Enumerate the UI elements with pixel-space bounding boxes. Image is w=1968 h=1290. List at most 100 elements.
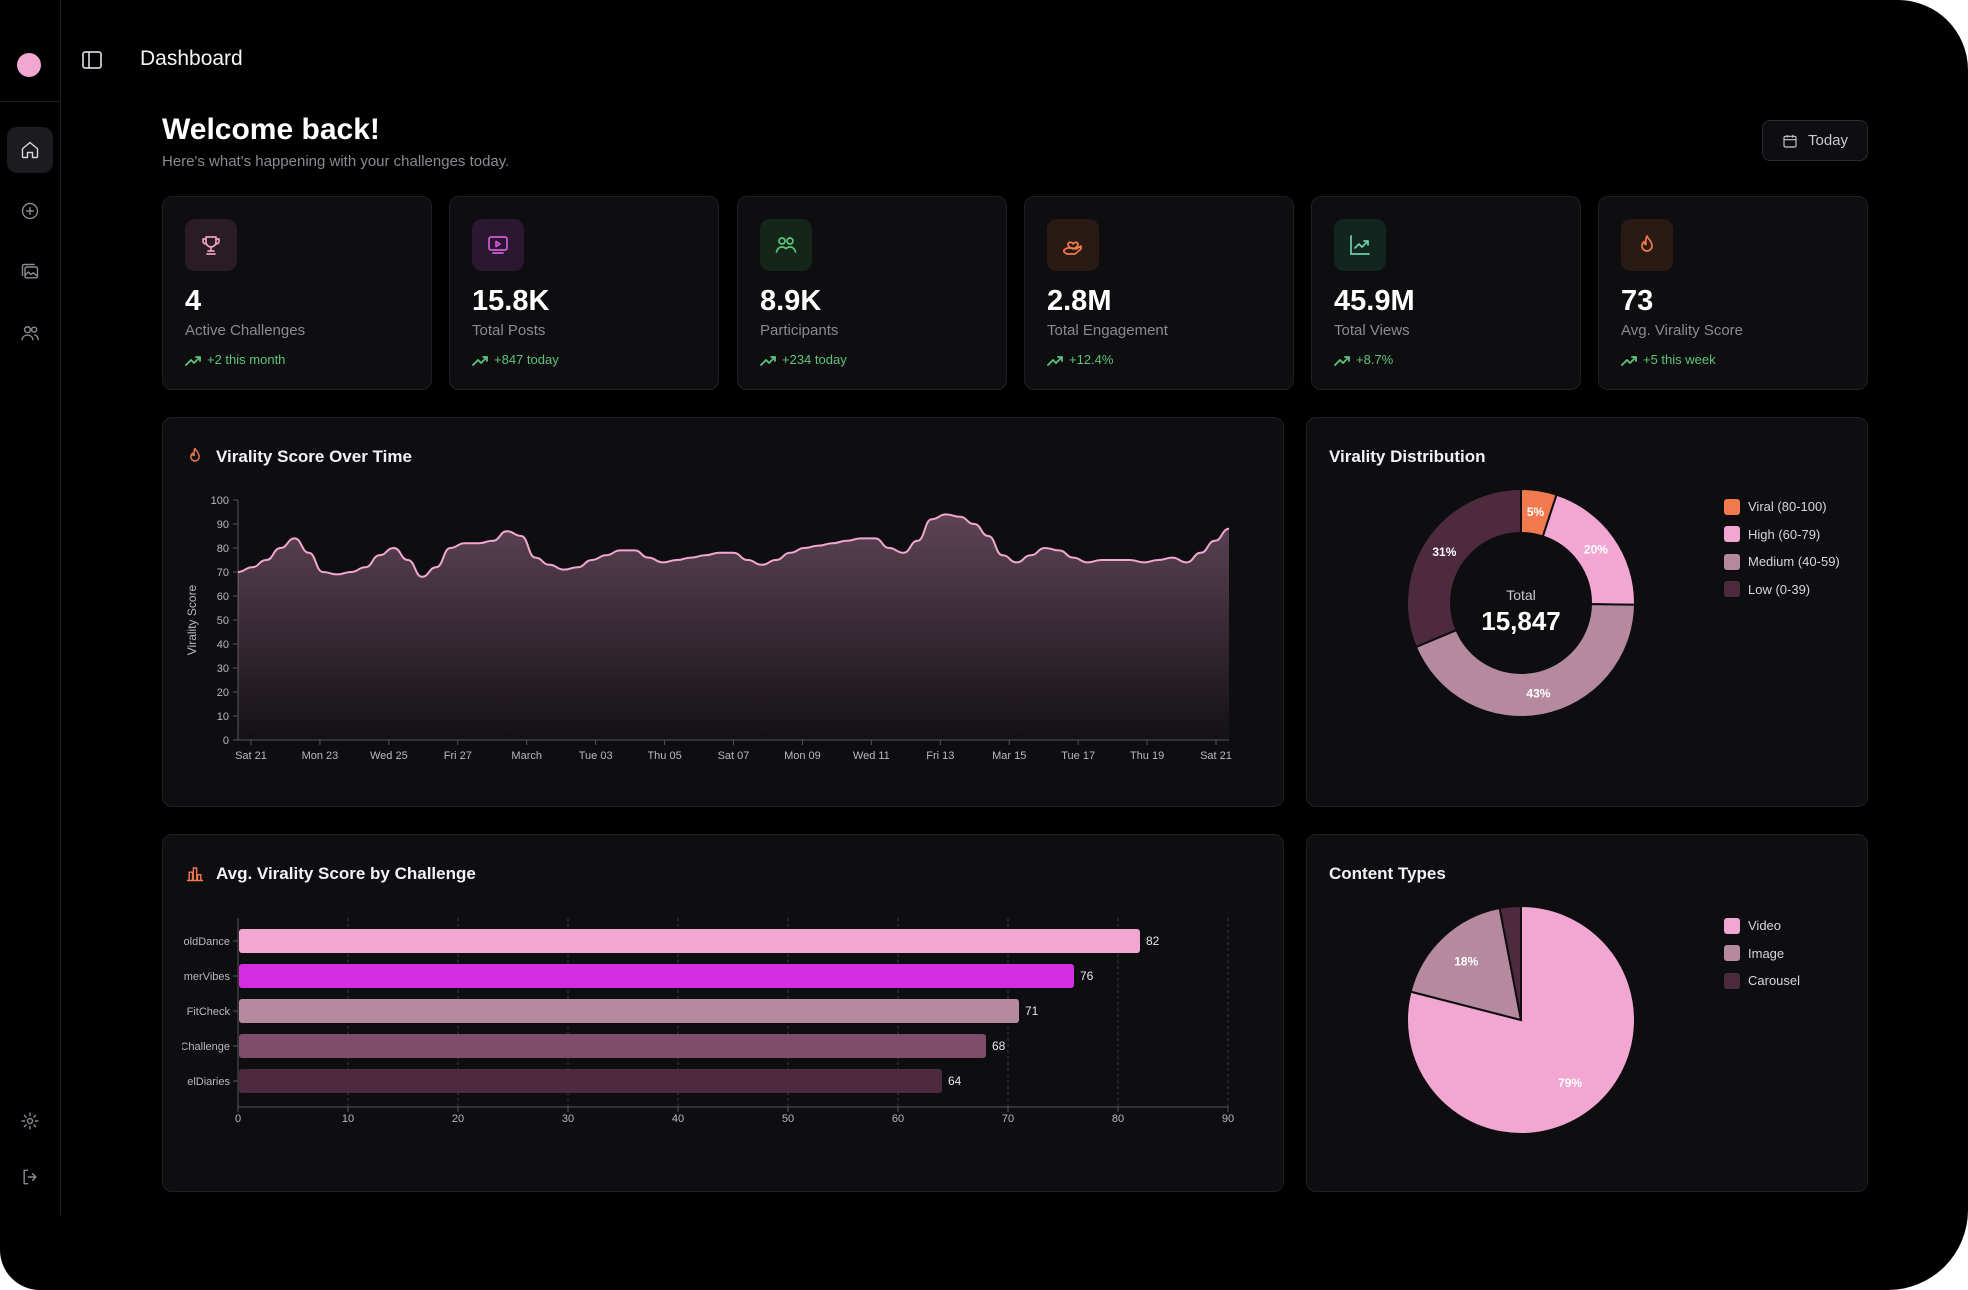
logout-icon — [23, 1169, 37, 1185]
stat-card-total-posts[interactable]: 15.8K Total Posts +847 today — [449, 196, 719, 390]
legend-swatch — [1724, 553, 1740, 570]
x-tick-label: 0 — [235, 1113, 241, 1125]
slice-label: 43% — [1526, 686, 1550, 700]
stat-delta-text: +234 today — [782, 352, 847, 367]
legend-swatch — [1724, 498, 1740, 515]
x-tick-label: Wed 25 — [370, 750, 408, 762]
label-clip — [163, 900, 182, 1100]
legend-item: Carousel — [1724, 967, 1800, 995]
stat-card-total-engagement[interactable]: 2.8M Total Engagement +12.4% — [1024, 196, 1294, 390]
pie-slice — [1498, 904, 1522, 1021]
sidebar — [0, 0, 61, 1215]
flame-icon — [1641, 235, 1653, 252]
x-tick-label: Tue 17 — [1061, 750, 1095, 762]
pie-slice — [1414, 603, 1637, 719]
category-label: merVibes — [184, 971, 231, 983]
video-icon — [488, 236, 508, 254]
trophy-icon — [202, 236, 220, 255]
x-tick-label: 20 — [452, 1113, 464, 1125]
legend-swatch — [1724, 972, 1740, 989]
x-tick-label: 60 — [892, 1113, 904, 1125]
stat-icon-box — [472, 219, 524, 271]
x-tick-label: 80 — [1112, 1113, 1124, 1125]
x-tick-label: Fri 13 — [926, 750, 954, 762]
stat-value: 2.8M — [1047, 285, 1112, 317]
app-logo[interactable] — [17, 53, 41, 77]
stat-delta: +8.7% — [1334, 352, 1393, 367]
sidebar-item-create[interactable] — [7, 188, 53, 234]
x-tick-label: 50 — [782, 1113, 794, 1125]
stat-icon-box — [760, 219, 812, 271]
heart-hand-icon — [1063, 241, 1082, 255]
bar — [239, 964, 1074, 988]
sidebar-item-users[interactable] — [7, 310, 53, 356]
y-tick-label: 100 — [211, 495, 229, 507]
chart-title: Virality Score Over Time — [216, 447, 412, 466]
logout-button[interactable] — [7, 1154, 53, 1200]
stat-card-total-views[interactable]: 45.9M Total Views +8.7% — [1311, 196, 1581, 390]
settings-button[interactable] — [7, 1098, 53, 1144]
legend-item: Low (0-39) — [1724, 576, 1840, 604]
stat-delta: +12.4% — [1047, 352, 1113, 367]
trend-up-icon — [472, 355, 488, 366]
trend-chart-icon — [1350, 235, 1370, 255]
y-tick-label: 90 — [217, 519, 229, 531]
stat-icon-box — [185, 219, 237, 271]
bar-value-label: 82 — [1146, 934, 1160, 948]
y-tick-label: 70 — [217, 567, 229, 579]
content-types-legend: Video Image Carousel — [1724, 912, 1800, 995]
stat-delta-text: +2 this month — [207, 352, 286, 367]
y-tick-label: 0 — [223, 735, 229, 747]
stat-card-avg-virality[interactable]: 73 Avg. Virality Score +5 this week — [1598, 196, 1868, 390]
trend-up-icon — [185, 355, 201, 366]
bar-chart-icon — [185, 863, 205, 883]
legend-swatch — [1724, 945, 1740, 962]
chart-title: Content Types — [1329, 864, 1446, 883]
sidebar-item-gallery[interactable] — [7, 249, 53, 295]
pie-slice — [1406, 904, 1636, 1135]
page-title: Dashboard — [140, 47, 243, 70]
stat-icon-box — [1047, 219, 1099, 271]
legend-label: Carousel — [1748, 973, 1801, 989]
bar — [239, 1034, 986, 1058]
y-tick-label: 20 — [217, 687, 229, 699]
stat-label: Avg. Virality Score — [1621, 322, 1743, 339]
x-tick-label: Mar 15 — [992, 750, 1026, 762]
bar-value-label: 64 — [948, 1074, 962, 1088]
legend-swatch — [1724, 526, 1740, 543]
donut-center-value: 15,847 — [1481, 606, 1561, 636]
stat-value: 8.9K — [760, 285, 822, 317]
y-tick-label: 80 — [217, 543, 229, 555]
stat-delta: +847 today — [472, 352, 559, 367]
series-line — [237, 513, 1230, 578]
calendar-icon — [1783, 134, 1797, 148]
stat-card-active-challenges[interactable]: 4 Active Challenges +2 this month — [162, 196, 432, 390]
legend-label: Low (0-39) — [1748, 581, 1811, 597]
sidebar-item-home[interactable] — [7, 127, 53, 173]
stat-icon-box — [1621, 219, 1673, 271]
gallery-icon — [21, 263, 39, 279]
stat-delta-text: +8.7% — [1356, 352, 1394, 367]
date-filter-button[interactable]: Today — [1762, 120, 1868, 161]
x-tick-label: 90 — [1222, 1113, 1234, 1125]
x-tick-label: Mon 09 — [784, 750, 821, 762]
legend-item: Medium (40-59) — [1724, 548, 1840, 576]
stat-value: 15.8K — [472, 285, 550, 317]
category-label: oldDance — [184, 936, 230, 948]
x-tick-label: Sat 21 — [235, 750, 267, 762]
sidebar-toggle-button[interactable] — [80, 48, 104, 72]
stat-card-participants[interactable]: 8.9K Participants +234 today — [737, 196, 1007, 390]
area-fill — [238, 514, 1229, 740]
legend-item: Viral (80-100) — [1724, 493, 1840, 521]
slice-label: 5% — [1527, 505, 1545, 519]
welcome-heading: Welcome back! — [162, 113, 380, 146]
x-tick-label: 70 — [1002, 1113, 1014, 1125]
legend-label: Viral (80-100) — [1748, 499, 1827, 515]
stat-delta: +5 this week — [1621, 352, 1716, 367]
stat-delta-text: +5 this week — [1643, 352, 1716, 367]
trend-up-icon — [1621, 355, 1637, 366]
x-tick-label: Thu 19 — [1130, 750, 1164, 762]
legend-item: Video — [1724, 912, 1800, 940]
